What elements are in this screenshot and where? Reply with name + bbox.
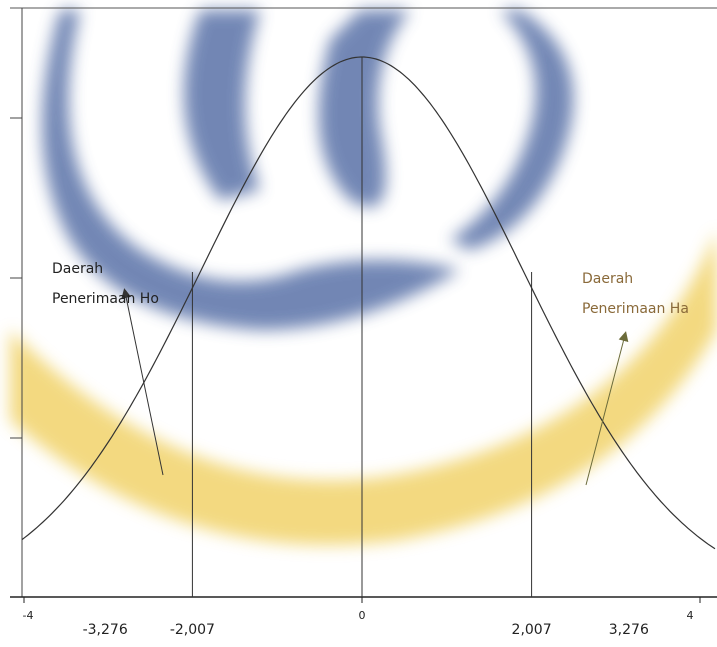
critical-label: -3,276 — [83, 622, 128, 638]
x-tick-label: 0 — [359, 609, 366, 622]
critical-label: 3,276 — [609, 622, 649, 638]
distribution-curve — [21, 56, 716, 550]
x-tick-label: -4 — [23, 609, 34, 622]
critical-label: -2,007 — [170, 622, 215, 638]
annotation-line: Daerah — [582, 271, 633, 287]
watermark — [10, 10, 717, 545]
arrow — [585, 331, 629, 486]
annotation-line: Penerimaan Ha — [582, 301, 689, 317]
x-tick-label: 4 — [687, 609, 694, 622]
arrow — [121, 288, 164, 476]
annotation-line: Penerimaan Ho — [52, 291, 159, 307]
annotation-line: Daerah — [52, 261, 103, 277]
critical-label: 2,007 — [512, 622, 552, 638]
